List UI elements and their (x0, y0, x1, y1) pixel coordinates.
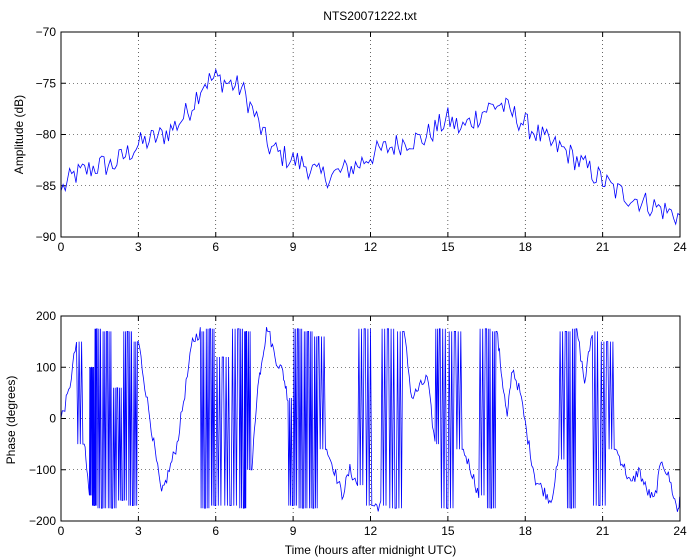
amplitude-x-tick-label: 15 (441, 240, 455, 254)
amplitude-y-tick-label: −90 (36, 230, 57, 244)
amplitude-y-tick-label: −70 (36, 25, 57, 39)
amplitude-plot-frame (60, 31, 681, 238)
phase-x-tick-label: 18 (519, 524, 533, 538)
phase-x-tick-label: 3 (135, 524, 142, 538)
phase-plot-frame (60, 315, 681, 522)
phase-x-tick-label: 6 (212, 524, 219, 538)
phase-series-line (60, 327, 681, 512)
phase-x-tick-label: 0 (58, 524, 65, 538)
phase-x-tick-label: 9 (290, 524, 297, 538)
amplitude-x-tick-label: 0 (58, 240, 65, 254)
amplitude-x-tick-label: 12 (364, 240, 378, 254)
amplitude-x-tick-label: 24 (673, 240, 687, 254)
phase-y-tick-label: 200 (36, 309, 56, 323)
phase-y-tick-label: −100 (29, 463, 56, 477)
amplitude-x-tick-label: 21 (596, 240, 610, 254)
amplitude-y-tick-label: −75 (36, 76, 57, 90)
amplitude-ticks: 0 3 6 9 12 15 18 21 24 −90 −85 −80 −75 −70 (36, 25, 687, 254)
amplitude-x-tick-label: 9 (290, 240, 297, 254)
amplitude-plot: NTS20071222.txt Amplitude (dB) 0 3 6 9 12 15 1… (12, 9, 687, 254)
amplitude-x-tick-label: 3 (135, 240, 142, 254)
phase-y-tick-label: 0 (49, 412, 56, 426)
phase-x-tick-label: 21 (596, 524, 610, 538)
phase-y-tick-label: 100 (36, 360, 56, 374)
phase-x-tick-label: 24 (673, 524, 687, 538)
amplitude-series-line (60, 68, 681, 226)
chart-title: NTS20071222.txt (323, 9, 417, 23)
phase-y-tick-label: −200 (29, 514, 56, 528)
phase-plot: Phase (degrees) Time (hours after midnig… (4, 309, 687, 557)
amplitude-y-tick-label: −80 (36, 128, 57, 142)
phase-ticks: 0 3 6 9 12 15 18 21 24 −200 −100 0 100 200 (29, 309, 687, 538)
amplitude-x-tick-label: 6 (212, 240, 219, 254)
amplitude-y-tick-label: −85 (36, 179, 57, 193)
amplitude-x-tick-label: 18 (519, 240, 533, 254)
phase-x-tick-label: 12 (364, 524, 378, 538)
amplitude-y-axis-label: Amplitude (dB) (12, 95, 26, 174)
phase-x-tick-label: 15 (441, 524, 455, 538)
phase-x-axis-label: Time (hours after midnight UTC) (285, 543, 457, 557)
phase-y-axis-label: Phase (degrees) (4, 376, 18, 465)
